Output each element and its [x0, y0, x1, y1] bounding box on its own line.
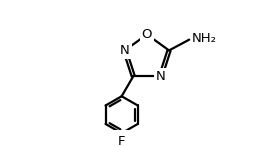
Text: N: N: [120, 44, 130, 57]
Text: O: O: [142, 28, 152, 41]
Text: F: F: [118, 135, 125, 146]
Text: N: N: [156, 70, 165, 83]
Text: NH₂: NH₂: [191, 32, 216, 45]
